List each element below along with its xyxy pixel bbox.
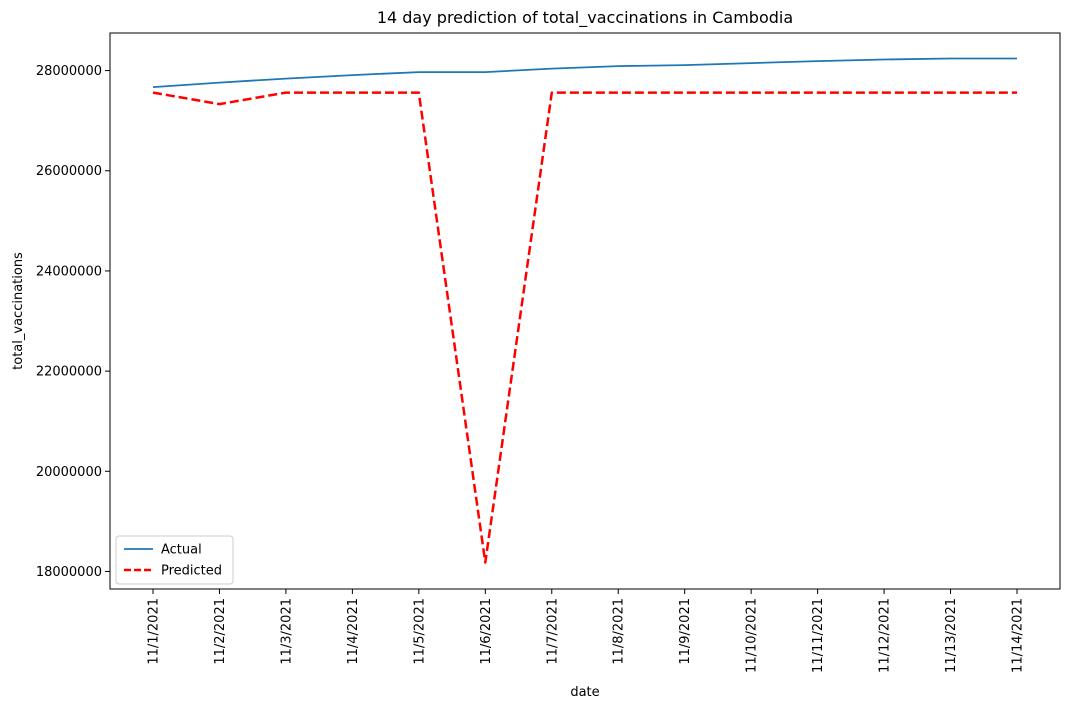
x-tick-label: 11/13/2021 xyxy=(944,598,959,673)
plot-frame xyxy=(109,32,1061,590)
legend-label-predicted: Predicted xyxy=(161,564,222,579)
x-tick-label: 11/11/2021 xyxy=(811,598,826,673)
y-tick-label: 20000000 xyxy=(36,465,102,480)
y-tick-label: 28000000 xyxy=(36,64,102,79)
plot-area xyxy=(152,57,1017,564)
y-tick-label: 24000000 xyxy=(36,264,102,279)
x-axis-label: date xyxy=(570,685,599,700)
x-tick-label: 11/2/2021 xyxy=(213,598,228,665)
x-tick-label: 11/3/2021 xyxy=(279,598,294,665)
y-tick-label: 26000000 xyxy=(36,164,102,179)
series-line-predicted xyxy=(152,91,1017,564)
chart-title: 14 day prediction of total_vaccinations … xyxy=(377,8,793,28)
y-axis-label: total_vaccinations xyxy=(11,252,26,370)
x-tick-label: 11/7/2021 xyxy=(545,598,560,665)
series-line-actual xyxy=(152,57,1017,88)
legend-box xyxy=(115,535,234,585)
x-tick-label: 11/1/2021 xyxy=(147,598,162,665)
x-tick-label: 11/10/2021 xyxy=(745,598,760,673)
x-axis: 11/1/2021 11/2/2021 11/3/2021 11/4/2021 11/5… xyxy=(147,589,1026,673)
x-tick-label: 11/6/2021 xyxy=(479,598,494,665)
legend-label-actual: Actual xyxy=(161,543,202,558)
x-tick-label: 11/5/2021 xyxy=(412,598,427,665)
y-tick-label: 18000000 xyxy=(36,565,102,580)
x-tick-label: 11/9/2021 xyxy=(678,598,693,665)
x-tick-label: 11/4/2021 xyxy=(346,598,361,665)
y-axis: 18000000 20000000 22000000 24000000 26000000… xyxy=(36,64,110,580)
y-tick-label: 22000000 xyxy=(36,365,102,380)
x-tick-label: 11/12/2021 xyxy=(878,598,893,673)
x-tick-label: 11/8/2021 xyxy=(612,598,627,665)
legend: Actual Predicted xyxy=(115,535,234,585)
x-tick-label: 11/14/2021 xyxy=(1011,598,1026,673)
